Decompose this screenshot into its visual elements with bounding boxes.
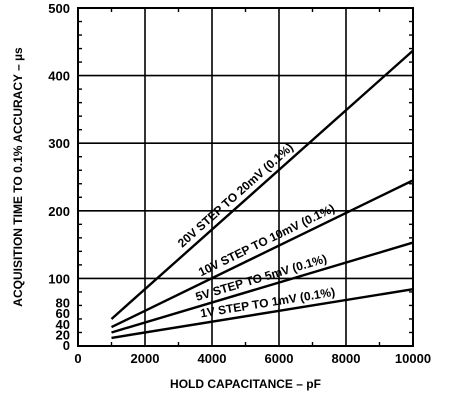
y-axis-label: ACQUISITION TIME TO 0.1% ACCURACY – µs: [11, 47, 25, 307]
x-tick-label: 8000: [332, 351, 361, 366]
y-tick-label: 200: [48, 204, 70, 219]
y-tick-label: 300: [48, 136, 70, 151]
series-line: [111, 288, 414, 340]
y-tick-label: 20: [56, 327, 70, 342]
x-tick-label: 0: [74, 351, 81, 366]
y-tick-label: 80: [56, 296, 70, 311]
ticks: 0 2000 4000 6000 8000 10000020406080100200300…: [48, 1, 431, 366]
y-tick-label: 400: [48, 69, 70, 84]
x-tick-label: 10000: [395, 351, 431, 366]
y-tick-label: 0: [63, 338, 70, 353]
series-line: [110, 49, 414, 320]
series-line: [110, 179, 414, 329]
x-axis-label: HOLD CAPACITANCE – pF: [170, 377, 321, 391]
y-tick-label: 40: [56, 317, 70, 332]
series-line: [111, 241, 414, 334]
x-tick-label: 2000: [131, 351, 160, 366]
x-tick-label: 6000: [265, 351, 294, 366]
series-layer: [110, 49, 414, 340]
x-tick-label: 4000: [198, 351, 227, 366]
grid: [78, 8, 413, 346]
y-tick-label: 100: [48, 271, 70, 286]
y-tick-label: 500: [48, 1, 70, 16]
y-tick-label: 60: [56, 306, 70, 321]
